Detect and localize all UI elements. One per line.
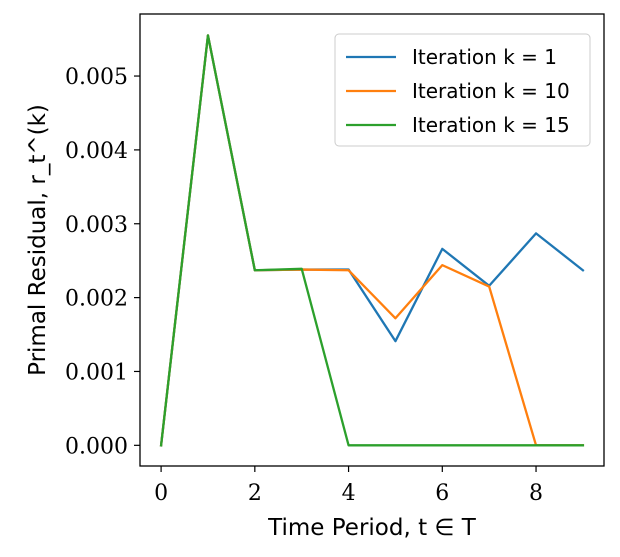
y-axis: 0.000 0.001 0.002 0.003 0.004 0.005 [65, 65, 140, 459]
x-tick-label: 0 [154, 481, 168, 506]
x-tick-label: 2 [248, 481, 262, 506]
legend: Iteration k = 1 Iteration k = 10 Iteration… [334, 33, 591, 147]
legend-label-2: Iteration k = 10 [412, 79, 570, 103]
y-tick-label: 0.004 [65, 139, 128, 164]
y-tick-label: 0.000 [65, 434, 128, 459]
y-tick-label: 0.002 [65, 287, 128, 312]
y-tick-label: 0.001 [65, 360, 128, 385]
y-axis-label: Primal Residual, r_t^(k) [25, 104, 51, 376]
legend-label-3: Iteration k = 15 [412, 113, 570, 137]
y-tick-label: 0.005 [65, 65, 128, 90]
y-tick-label: 0.003 [65, 213, 128, 238]
legend-label-1: Iteration k = 1 [412, 45, 557, 69]
x-axis-label: Time Period, t ∈ T [267, 515, 477, 541]
x-tick-label: 4 [342, 481, 356, 506]
legend-box [334, 33, 591, 147]
series-line-3 [159, 34, 585, 447]
x-axis: 0 2 4 6 8 [154, 466, 543, 506]
series-layer [159, 34, 585, 447]
x-tick-label: 8 [529, 481, 543, 506]
x-tick-label: 6 [435, 481, 449, 506]
plot-area-frame [139, 13, 605, 467]
